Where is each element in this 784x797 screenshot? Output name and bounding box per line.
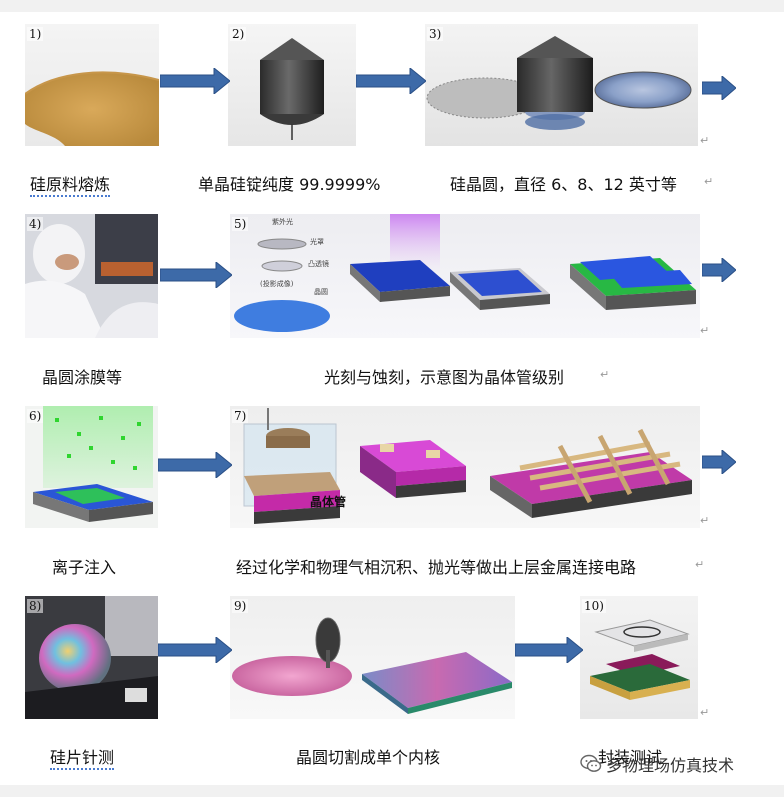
wafer-label: 晶圆 [314, 288, 328, 296]
step-number: 7) [232, 409, 249, 423]
step-2-caption: 单晶硅锭纯度 99.9999% [198, 175, 381, 194]
step-8-image: 8) [25, 596, 158, 719]
return-mark: ↵ [704, 175, 714, 188]
proj-label: (投影成像) [260, 279, 294, 288]
step-6-caption: 离子注入 [52, 558, 117, 577]
return-mark: ↵ [695, 558, 705, 571]
step-9-caption: 晶圆切割成单个内核 [296, 748, 441, 767]
step-1-image: 1) [25, 24, 159, 146]
step-number: 2) [230, 27, 247, 41]
return-mark: ↵ [700, 706, 710, 719]
arrow-right-icon [158, 452, 232, 478]
step-4-caption: 晶圆涂膜等 [42, 368, 123, 387]
return-mark: ↵ [700, 324, 710, 337]
step-3-image: 3) [425, 24, 698, 146]
uv-label: 紫外光 [272, 217, 293, 226]
lens-label: 凸透镜 [308, 259, 329, 268]
top-bar [0, 0, 784, 12]
step-10-caption: 封装测试 [598, 748, 663, 767]
step-number: 3) [427, 27, 444, 41]
step-number: 8) [27, 599, 44, 613]
watermark-text: 多物理场仿真技术 [606, 756, 735, 775]
step-9-image: 9) [230, 596, 515, 719]
bottom-bar [0, 785, 784, 797]
step-number: 1) [27, 27, 44, 41]
wechat-icon [580, 754, 602, 772]
arrow-right-icon [356, 68, 426, 94]
arrow-right-icon [702, 450, 736, 474]
return-mark: ↵ [700, 134, 710, 147]
step-4-image: 4) [25, 214, 158, 338]
return-mark: ↵ [700, 514, 710, 527]
step-7-image: 晶体管 7) [230, 406, 700, 528]
step-2-image: 2) [228, 24, 356, 146]
step-6-image: 6) [25, 406, 158, 528]
step-number: 6) [27, 409, 44, 423]
arrow-right-icon [160, 262, 232, 288]
transistor-label: 晶体管 [310, 494, 346, 509]
step-1-caption: 硅原料熔炼 [30, 171, 111, 197]
step-7-caption: 经过化学和物理气相沉积、抛光等做出上层金属连接电路 [236, 558, 637, 577]
step-8-caption: 硅片针测 [50, 744, 115, 770]
step-number: 10) [582, 599, 606, 613]
step-5-image: 紫外光 光罩 凸透镜 (投影成像) 晶圆 5) [230, 214, 700, 338]
watermark: 多物理场仿真技术 [580, 750, 734, 778]
return-mark: ↵ [600, 368, 610, 381]
step-number: 9) [232, 599, 249, 613]
arrow-right-icon [702, 76, 736, 100]
arrow-right-icon [160, 68, 230, 94]
step-number: 5) [232, 217, 249, 231]
arrow-right-icon [702, 258, 736, 282]
step-5-caption: 光刻与蚀刻，示意图为晶体管级别 [324, 368, 565, 387]
mask-label: 光罩 [310, 237, 324, 246]
arrow-right-icon [158, 637, 232, 663]
step-10-image: 10) [580, 596, 698, 719]
step-3-caption: 硅晶圆，直径 6、8、12 英寸等 [450, 175, 677, 194]
step-number: 4) [27, 217, 44, 231]
arrow-right-icon [515, 637, 583, 663]
